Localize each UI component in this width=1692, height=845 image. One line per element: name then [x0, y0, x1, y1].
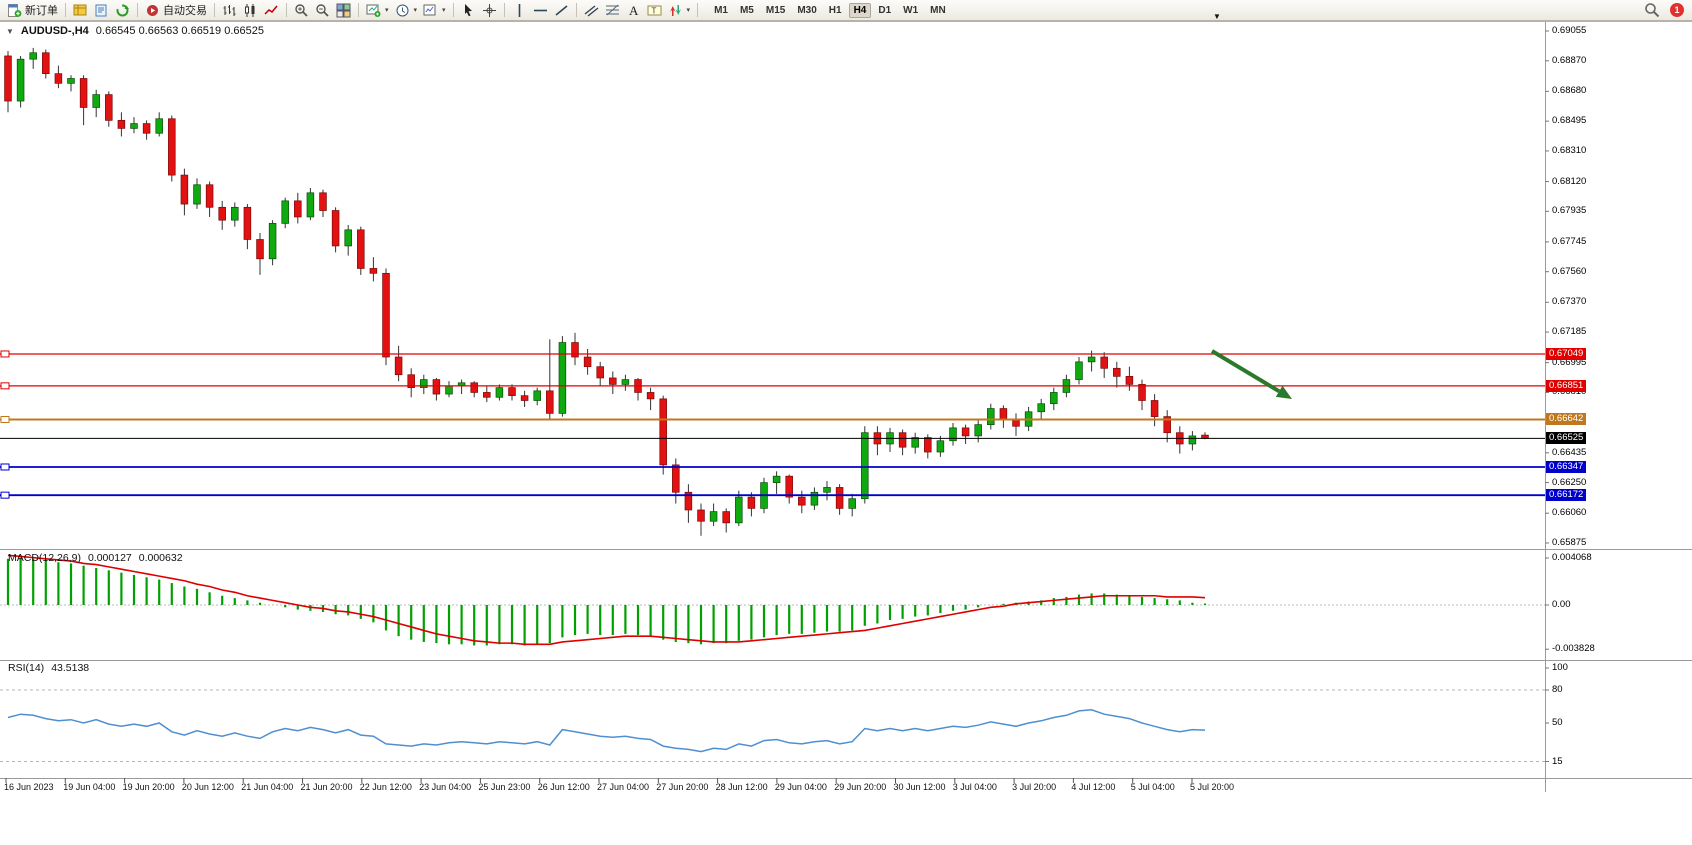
cursor-button[interactable]: [458, 2, 479, 19]
candlestick-chart-button[interactable]: [240, 2, 261, 19]
svg-text:A: A: [629, 3, 639, 18]
horizontal-line-icon: [533, 3, 548, 18]
toolbar: 新订单 自动交易: [0, 0, 1692, 21]
auto-trading-icon: [145, 3, 160, 18]
arrows-button[interactable]: ▾: [665, 2, 694, 19]
chevron-down-icon: ▾: [385, 7, 389, 14]
tile-windows-button[interactable]: [333, 2, 354, 19]
candlestick-chart-icon: [243, 3, 258, 18]
text-icon: A: [626, 3, 641, 18]
bar-chart-button[interactable]: [219, 2, 240, 19]
vertical-line-icon: [512, 3, 527, 18]
equidistant-channel-button[interactable]: [581, 2, 602, 19]
macd-main-value: 0.000127: [87, 552, 132, 564]
period-clock-button[interactable]: ▾: [392, 2, 421, 19]
timeframe-button-h1[interactable]: H1: [828, 4, 842, 16]
timeframe-button-m5[interactable]: M5: [739, 4, 754, 16]
timeframe-button-m15[interactable]: M15: [765, 4, 786, 16]
new-order-icon: [7, 3, 22, 18]
line-chart-button[interactable]: [261, 2, 282, 19]
new-chart-icon: [366, 3, 381, 18]
data-window-icon: [94, 3, 109, 18]
toolbar-separator: [214, 3, 215, 17]
text-label-button[interactable]: T: [644, 2, 665, 19]
templates-icon: [423, 3, 438, 18]
new-order-label: 新订单: [25, 5, 58, 17]
fibonacci-button[interactable]: [602, 2, 623, 19]
timeframe-button-h4[interactable]: H4: [848, 2, 872, 18]
rsi-panel-label: RSI(14) 43.5138: [8, 662, 89, 674]
crosshair-icon: [482, 3, 497, 18]
toolbar-separator: [286, 3, 287, 17]
text-button[interactable]: A: [623, 2, 644, 19]
clock-icon: [395, 3, 410, 18]
chevron-down-icon: ▾: [686, 7, 691, 14]
toolbar-separator: [503, 3, 505, 17]
data-window-button[interactable]: [91, 2, 112, 19]
toolbar-separator: [358, 3, 359, 17]
search-icon[interactable]: [1644, 2, 1660, 18]
timeframe-button-w1[interactable]: W1: [903, 4, 919, 16]
equidistant-channel-icon: [584, 3, 599, 18]
auto-trading-button[interactable]: 自动交易: [142, 1, 210, 19]
rsi-title: RSI(14): [8, 662, 45, 674]
chart-ohlc-values: 0.66545 0.66563 0.66519 0.66525: [95, 25, 264, 37]
cursor-icon: [461, 3, 476, 18]
crosshair-button[interactable]: [479, 2, 500, 19]
auto-trading-label: 自动交易: [163, 5, 207, 17]
timeframe-button-m1[interactable]: M1: [714, 4, 728, 16]
templates-button[interactable]: ▾: [420, 2, 449, 19]
toolbar-separator: [452, 3, 454, 17]
chart-title: ▼ AUDUSD-,H4 0.66545 0.66563 0.66519 0.6…: [6, 25, 264, 37]
chart-symbol-period: AUDUSD-,H4: [20, 25, 89, 37]
toolbar-separator: [697, 3, 699, 17]
new-chart-button[interactable]: ▾: [363, 2, 392, 19]
navigator-icon: [115, 3, 130, 18]
navigator-button[interactable]: [112, 2, 133, 19]
new-order-button[interactable]: 新订单: [4, 1, 61, 19]
market-watch-icon: [73, 3, 88, 18]
timeframe-button-d1[interactable]: D1: [878, 4, 892, 16]
rsi-value: 43.5138: [51, 662, 90, 674]
timeframe-group: M1 M5 M15 M30 H1 H4 D1 W1 MN: [708, 2, 952, 18]
timeframe-button-m30[interactable]: M30: [797, 4, 817, 16]
zoom-out-button[interactable]: [312, 2, 333, 19]
svg-text:T: T: [651, 6, 656, 15]
chevron-down-icon: ▾: [442, 7, 446, 14]
trendline-button[interactable]: [551, 2, 572, 19]
tile-windows-icon: [336, 3, 351, 18]
macd-signal-value: 0.000632: [138, 552, 183, 564]
timeframe-button-mn[interactable]: MN: [930, 4, 946, 16]
line-chart-icon: [264, 3, 279, 18]
notification-badge[interactable]: 1: [1670, 3, 1684, 17]
one-click-trading-arrow[interactable]: ▼: [6, 26, 14, 36]
zoom-out-icon: [315, 3, 330, 18]
arrows-icon: [668, 3, 683, 18]
macd-title: MACD(12,26,9): [8, 552, 81, 564]
chevron-down-icon: ▾: [413, 7, 418, 14]
chart-shift-marker[interactable]: ▼: [1213, 12, 1221, 21]
macd-panel-label: MACD(12,26,9) 0.000127 0.000632: [8, 552, 183, 564]
toolbar-separator: [137, 3, 138, 17]
zoom-in-button[interactable]: [291, 2, 312, 19]
horizontal-line-button[interactable]: [530, 2, 551, 19]
zoom-in-icon: [294, 3, 309, 18]
toolbar-separator: [65, 3, 66, 17]
toolbar-right: 1: [1644, 2, 1688, 18]
bar-chart-icon: [222, 3, 237, 18]
fibonacci-icon: [605, 3, 620, 18]
vertical-line-button[interactable]: [509, 2, 530, 19]
toolbar-separator: [575, 3, 577, 17]
trendline-icon: [554, 3, 569, 18]
text-label-icon: T: [647, 3, 662, 18]
market-watch-button[interactable]: [70, 2, 91, 19]
